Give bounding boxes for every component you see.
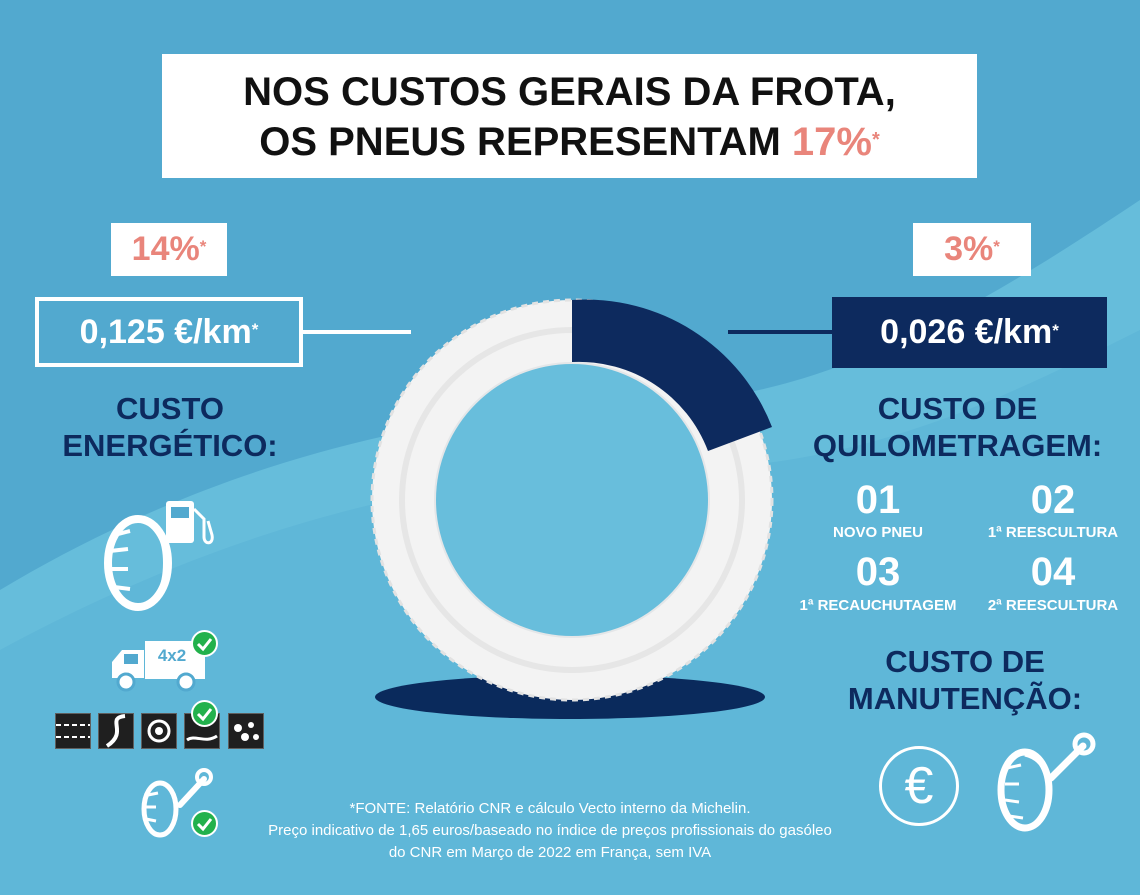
right-connector-line <box>728 330 832 334</box>
energy-price-box: 0,125 €/km* <box>35 297 303 367</box>
euro-icon: € <box>879 746 959 826</box>
title-line-1: NOS CUSTOS GERAIS DA FROTA, <box>243 70 896 114</box>
mileage-price-box: 0,026 €/km* <box>832 297 1107 368</box>
energy-price: 0,125 €/km <box>79 313 252 351</box>
highway-road-icon <box>55 713 91 749</box>
energy-price-asterisk: * <box>251 320 259 339</box>
stage-label: 1ª RECAUCHUTAGEM <box>799 597 957 614</box>
tire-hole <box>436 364 708 636</box>
checkmark-icon <box>191 810 218 837</box>
tire-wrench-icon <box>141 768 213 838</box>
left-connector-line <box>303 330 411 334</box>
mileage-price-asterisk: * <box>1052 321 1059 340</box>
mileage-heading: CUSTO DE QUILOMETRAGEM: <box>790 390 1125 464</box>
tire-donut <box>370 298 774 719</box>
tire-wrench-icon <box>997 732 1096 832</box>
energy-percent: 14% <box>131 230 200 268</box>
title-line-2: OS PNEUS REPRESENTAM 17%* <box>162 117 977 167</box>
stage-label: 2ª REESCULTURA <box>987 597 1119 614</box>
mileage-percent-box: 3%* <box>913 223 1031 276</box>
checkmark-icon <box>191 630 218 657</box>
roundabout-road-icon <box>141 713 177 749</box>
mileage-heading-line-2: QUILOMETRAGEM: <box>812 428 1103 463</box>
footnote-line-3: do CNR em Março de 2022 em França, sem I… <box>388 844 712 861</box>
maintenance-heading: CUSTO DE MANUTENÇÃO: <box>820 643 1110 717</box>
energy-heading-line-2: ENERGÉTICO: <box>62 428 278 463</box>
winding-road-icon <box>98 713 134 749</box>
energy-percent-asterisk: * <box>199 237 207 256</box>
truck-label: 4x2 <box>157 646 187 665</box>
footnote-line-1: *FONTE: Relatório CNR e cálculo Vecto in… <box>349 800 751 817</box>
mileage-price: 0,026 €/km <box>880 313 1053 351</box>
euro-symbol: € <box>904 757 934 815</box>
tire-cost-segment <box>572 299 772 451</box>
mileage-heading-line-1: CUSTO DE <box>877 391 1038 426</box>
gravel-road-icon <box>228 713 264 749</box>
title-asterisk: * <box>871 129 880 151</box>
title-percent: 17% <box>791 120 872 164</box>
stage-number: 03 <box>855 550 901 594</box>
title-line-2-text: OS PNEUS REPRESENTAM <box>259 120 792 164</box>
stage-label: 1ª REESCULTURA <box>987 524 1119 541</box>
footnote: *FONTE: Relatório CNR e cálculo Vecto in… <box>240 798 860 864</box>
maintenance-heading-line-2: MANUTENÇÃO: <box>847 681 1083 716</box>
stage-number: 02 <box>1030 478 1076 522</box>
checkmark-icon <box>191 700 218 727</box>
title-box: NOS CUSTOS GERAIS DA FROTA, OS PNEUS REP… <box>162 54 977 178</box>
mileage-percent: 3% <box>944 230 994 268</box>
tire-fuel-pump-icon <box>104 501 214 611</box>
stage-number: 04 <box>1030 550 1076 594</box>
stage-label: NOVO PNEU <box>832 524 923 541</box>
maintenance-heading-line-1: CUSTO DE <box>885 644 1045 679</box>
energy-percent-box: 14%* <box>111 223 227 276</box>
energy-heading: CUSTO ENERGÉTICO: <box>30 390 310 464</box>
footnote-line-2: Preço indicativo de 1,65 euros/baseado n… <box>268 822 832 839</box>
mileage-percent-asterisk: * <box>993 237 1000 256</box>
energy-heading-line-1: CUSTO <box>116 391 224 426</box>
stage-number: 01 <box>855 478 901 522</box>
